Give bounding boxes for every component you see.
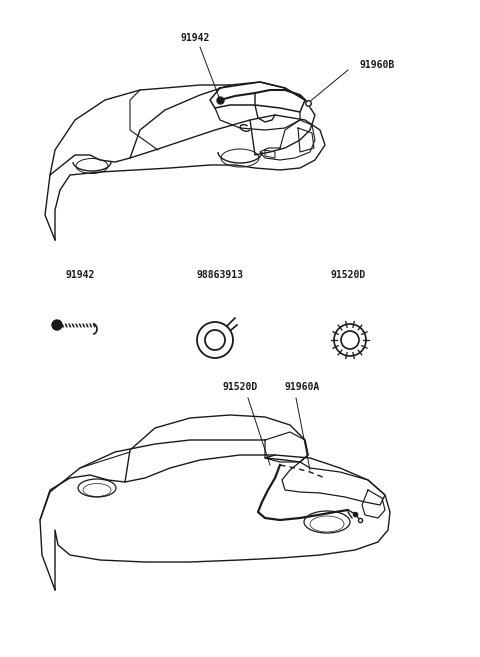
Text: 91960B: 91960B xyxy=(360,60,395,70)
Text: 98863913: 98863913 xyxy=(196,270,243,280)
Text: 91520D: 91520D xyxy=(330,270,366,280)
Circle shape xyxy=(52,320,62,330)
Text: 91942: 91942 xyxy=(65,270,95,280)
Text: 91942: 91942 xyxy=(180,33,210,43)
Text: 91520D: 91520D xyxy=(222,382,258,392)
Text: 91960A: 91960A xyxy=(284,382,320,392)
